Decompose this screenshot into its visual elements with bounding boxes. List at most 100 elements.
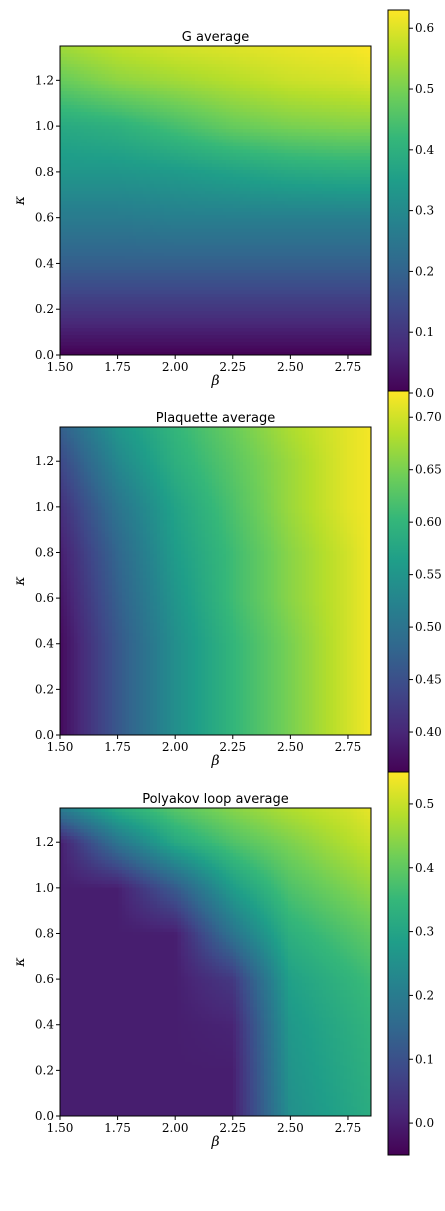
heatmap-cell <box>198 176 202 180</box>
heatmap-cell <box>247 221 251 225</box>
heatmap-cell <box>267 194 271 198</box>
heatmap-cell <box>316 338 320 342</box>
heatmap-cell <box>274 269 278 273</box>
heatmap-cell <box>298 252 302 256</box>
heatmap-cell <box>316 173 320 177</box>
heatmap-cell <box>174 307 178 311</box>
heatmap-cell <box>222 228 226 232</box>
heatmap-cell <box>305 286 309 290</box>
heatmap-cell <box>309 176 313 180</box>
heatmap-cell <box>298 228 302 232</box>
heatmap-cell <box>153 290 157 294</box>
heatmap-cell <box>91 214 95 218</box>
heatmap-cell <box>229 345 233 349</box>
heatmap-cell <box>222 259 226 263</box>
heatmap-cell <box>129 235 133 239</box>
heatmap-cell <box>122 252 126 256</box>
heatmap-cell <box>112 338 116 342</box>
heatmap-cell <box>160 211 164 215</box>
heatmap-cell <box>122 321 126 325</box>
heatmap-cell <box>323 324 327 328</box>
heatmap-cell <box>184 279 188 283</box>
heatmap-cell <box>347 259 351 263</box>
heatmap-cell <box>243 218 247 222</box>
heatmap-cell <box>323 194 327 198</box>
heatmap-cell <box>167 245 171 249</box>
heatmap-cell <box>81 245 85 249</box>
heatmap-cell <box>153 300 157 304</box>
heatmap-cell <box>347 269 351 273</box>
heatmap-cell <box>150 231 154 235</box>
heatmap-cell <box>336 194 340 198</box>
heatmap-cell <box>285 238 289 242</box>
heatmap-cell <box>278 283 282 287</box>
heatmap-cell <box>336 345 340 349</box>
heatmap-cell <box>91 293 95 297</box>
heatmap-cell <box>236 293 240 297</box>
heatmap-cell <box>98 290 102 294</box>
heatmap-cell <box>354 300 358 304</box>
heatmap-cell <box>330 252 334 256</box>
heatmap-cell <box>153 276 157 280</box>
heatmap-cell <box>354 225 358 229</box>
heatmap-cell <box>167 321 171 325</box>
heatmap-cell <box>340 328 344 332</box>
heatmap-cell <box>354 286 358 290</box>
heatmap-cell <box>153 194 157 198</box>
heatmap-cell <box>236 314 240 318</box>
heatmap-cell <box>285 331 289 335</box>
heatmap-cell <box>340 348 344 352</box>
heatmap-cell <box>60 228 64 232</box>
heatmap-cell <box>119 255 123 259</box>
heatmap-cell <box>298 262 302 266</box>
heatmap-cell <box>160 334 164 338</box>
heatmap-cell <box>122 201 126 205</box>
heatmap-cell <box>205 197 209 201</box>
heatmap-cell <box>105 231 109 235</box>
heatmap-cell <box>247 235 251 239</box>
heatmap-cell <box>119 173 123 177</box>
heatmap-cell <box>229 300 233 304</box>
heatmap-cell <box>153 190 157 194</box>
heatmap-cell <box>274 304 278 308</box>
heatmap-cell <box>274 249 278 253</box>
heatmap-cell <box>361 290 365 294</box>
heatmap-cell <box>260 204 264 208</box>
heatmap-cell <box>354 345 358 349</box>
heatmap-cell <box>285 307 289 311</box>
heatmap-cell <box>305 225 309 229</box>
heatmap-cell <box>323 348 327 352</box>
heatmap-cell <box>105 218 109 222</box>
heatmap-cell <box>91 304 95 308</box>
heatmap-cell <box>184 225 188 229</box>
heatmap-cell <box>309 334 313 338</box>
heatmap-cell <box>191 173 195 177</box>
heatmap-cell <box>323 187 327 191</box>
heatmap-cell <box>153 283 157 287</box>
heatmap-cell <box>216 228 220 232</box>
heatmap-cell <box>136 255 140 259</box>
heatmap-cell <box>243 173 247 177</box>
heatmap-cell <box>205 183 209 187</box>
heatmap-cell <box>316 283 320 287</box>
heatmap-cell <box>292 221 296 225</box>
heatmap-cell <box>143 231 147 235</box>
heatmap-cell <box>153 345 157 349</box>
heatmap-cell <box>222 314 226 318</box>
heatmap-cell <box>316 221 320 225</box>
heatmap-cell <box>150 314 154 318</box>
heatmap-cell <box>81 187 85 191</box>
heatmap-cell <box>222 214 226 218</box>
heatmap-cell <box>285 269 289 273</box>
heatmap-cell <box>254 279 258 283</box>
heatmap-cell <box>243 211 247 215</box>
heatmap-cell <box>136 331 140 335</box>
heatmap-cell <box>216 249 220 253</box>
heatmap-cell <box>74 266 78 270</box>
heatmap-cell <box>285 255 289 259</box>
heatmap-cell <box>119 221 123 225</box>
heatmap-cell <box>236 225 240 229</box>
heatmap-cell <box>243 235 247 239</box>
heatmap-cell <box>184 317 188 321</box>
heatmap-cell <box>81 173 85 177</box>
